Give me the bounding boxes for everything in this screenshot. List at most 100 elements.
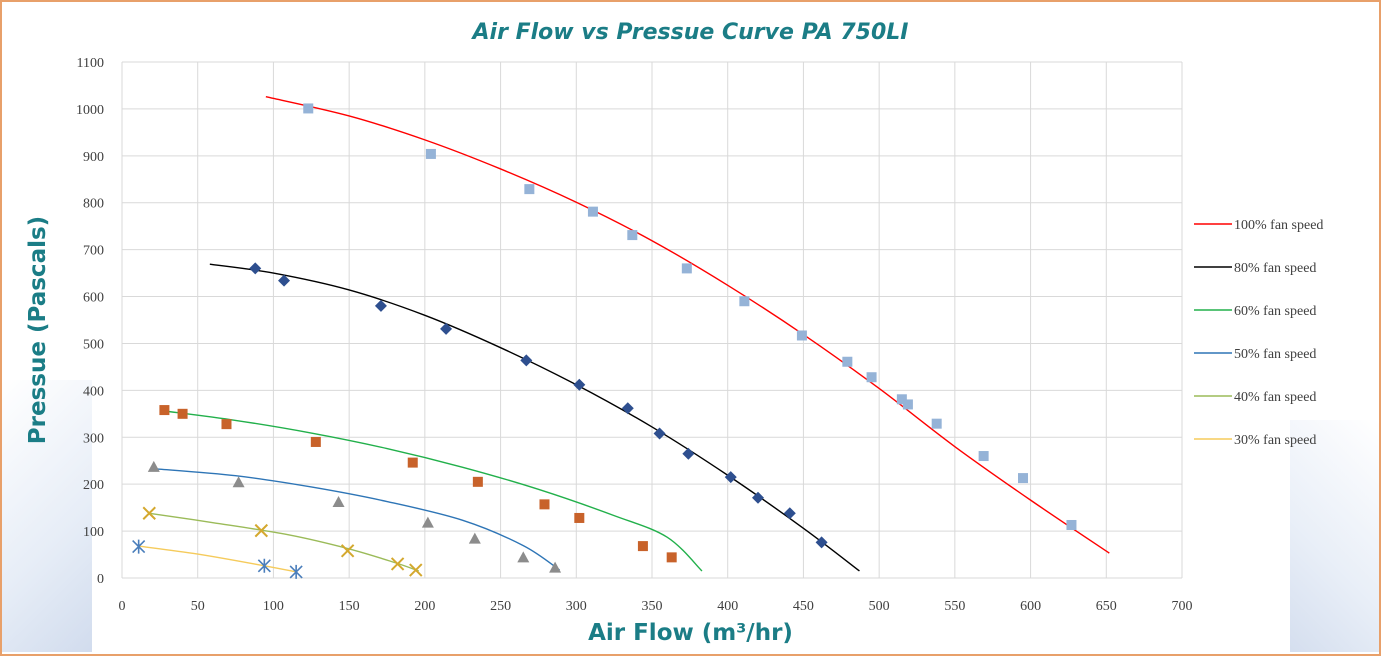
data-point <box>866 372 877 383</box>
x-tick-label: 700 <box>1172 599 1193 614</box>
decorative-panel-right <box>1290 420 1379 652</box>
legend: 100% fan speed 80% fan speed 60% fan speed… <box>1194 218 1323 448</box>
data-point <box>221 419 232 430</box>
data-point <box>752 491 764 504</box>
tick-labels: 0 50 100 150 200 250 300 350 400 450 500 550 600 650 7… <box>76 56 1193 614</box>
series-line <box>153 468 561 571</box>
y-tick-label: 1100 <box>77 56 104 71</box>
data-point <box>621 402 634 415</box>
data-point <box>539 499 550 510</box>
y-tick-label: 300 <box>83 431 104 446</box>
legend-label: 40% fan speed <box>1234 390 1316 405</box>
y-tick-label: 100 <box>83 525 104 540</box>
data-point <box>681 263 692 274</box>
x-tick-label: 400 <box>717 599 738 614</box>
x-tick-label: 200 <box>414 599 435 614</box>
legend-label: 60% fan speed <box>1234 304 1316 319</box>
data-point <box>232 476 245 488</box>
data-point <box>310 436 321 447</box>
x-axis-title: Air Flow (m³/hr) <box>588 620 793 646</box>
data-point <box>132 539 146 554</box>
data-point <box>289 564 303 579</box>
x-tick-label: 350 <box>642 599 663 614</box>
data-point <box>278 274 291 287</box>
x-tick-label: 500 <box>869 599 890 614</box>
data-point <box>440 322 453 335</box>
data-point <box>254 523 269 538</box>
data-point <box>627 230 638 241</box>
x-tick-label: 550 <box>944 599 965 614</box>
data-point <box>421 516 434 528</box>
data-point <box>472 476 483 487</box>
data-point <box>842 356 853 367</box>
y-tick-label: 800 <box>83 197 104 212</box>
decorative-panel-left <box>2 380 92 652</box>
x-tick-label: 250 <box>490 599 511 614</box>
data-point <box>573 378 586 391</box>
data-point <box>978 451 989 462</box>
data-point <box>524 184 535 195</box>
x-tick-label: 600 <box>1020 599 1041 614</box>
data-point <box>142 506 156 520</box>
data-point <box>409 563 423 577</box>
data-point <box>739 296 750 307</box>
y-tick-label: 600 <box>83 291 104 306</box>
data-point <box>407 457 418 468</box>
data-point <box>574 512 585 523</box>
y-tick-label: 500 <box>83 337 104 352</box>
series-line <box>265 96 1110 554</box>
data-point <box>257 558 271 573</box>
y-tick-label: 900 <box>83 150 104 165</box>
data-point <box>666 552 677 563</box>
y-axis-title: Pressue (Pascals) <box>25 215 51 445</box>
y-tick-label: 200 <box>83 478 104 493</box>
data-point <box>390 557 405 571</box>
data-point <box>783 507 796 520</box>
data-point <box>159 405 170 416</box>
data-point <box>147 460 160 472</box>
y-tick-label: 1000 <box>76 103 104 118</box>
y-tick-label: 400 <box>83 384 104 399</box>
data-point <box>303 103 314 114</box>
data-point <box>637 541 648 552</box>
data-point <box>549 561 562 573</box>
data-point <box>653 427 666 440</box>
data-point <box>796 330 807 341</box>
trend-lines <box>138 96 1110 573</box>
data-point <box>177 408 188 419</box>
data-markers <box>132 103 1077 579</box>
data-point <box>815 536 828 549</box>
x-tick-label: 300 <box>566 599 587 614</box>
series-line <box>149 512 420 572</box>
legend-label: 30% fan speed <box>1234 433 1316 448</box>
data-point <box>374 299 387 312</box>
x-tick-label: 0 <box>119 599 126 614</box>
y-tick-label: 0 <box>97 572 104 587</box>
data-point <box>520 354 533 367</box>
grid-layer <box>121 61 1183 579</box>
x-tick-label: 450 <box>793 599 814 614</box>
series-line <box>138 545 297 573</box>
data-point <box>902 399 913 410</box>
series-line <box>164 410 703 572</box>
data-point <box>896 394 907 405</box>
y-tick-label: 700 <box>83 244 104 259</box>
data-point <box>682 447 695 460</box>
data-point <box>517 551 530 563</box>
x-tick-label: 50 <box>191 599 205 614</box>
chart-title: Air Flow vs Pressue Curve PA 750LI <box>472 20 909 45</box>
data-point <box>587 206 598 217</box>
legend-label: 100% fan speed <box>1234 218 1323 233</box>
data-point <box>468 532 481 544</box>
data-point <box>425 148 436 159</box>
data-point <box>340 544 355 558</box>
data-point <box>332 496 345 508</box>
x-tick-label: 650 <box>1096 599 1117 614</box>
data-point <box>724 471 737 484</box>
data-point <box>1066 519 1077 530</box>
legend-label: 50% fan speed <box>1234 347 1316 362</box>
legend-label: 80% fan speed <box>1234 261 1316 276</box>
x-tick-label: 150 <box>339 599 360 614</box>
series-line <box>209 263 860 572</box>
